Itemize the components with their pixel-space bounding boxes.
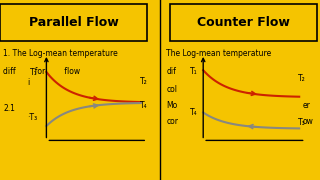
Text: cor: cor bbox=[166, 117, 179, 126]
Text: er: er bbox=[302, 101, 310, 110]
Text: The Log-mean temperature: The Log-mean temperature bbox=[166, 49, 272, 58]
Text: ow: ow bbox=[302, 117, 313, 126]
Text: col: col bbox=[166, 85, 177, 94]
Text: i: i bbox=[27, 78, 29, 87]
Text: diff        for        flow: diff for flow bbox=[3, 67, 80, 76]
Text: T₄: T₄ bbox=[140, 101, 148, 110]
Text: Mo: Mo bbox=[166, 101, 178, 110]
Text: T₂: T₂ bbox=[140, 77, 148, 86]
Text: T₂: T₂ bbox=[298, 74, 305, 83]
Text: T₁: T₁ bbox=[30, 68, 38, 77]
Text: T₄: T₄ bbox=[190, 108, 198, 117]
Text: 1. The Log-mean temperature: 1. The Log-mean temperature bbox=[3, 49, 118, 58]
FancyBboxPatch shape bbox=[170, 4, 317, 41]
Text: 2.1: 2.1 bbox=[3, 104, 15, 113]
Text: T₃: T₃ bbox=[298, 118, 305, 127]
Text: ·T₃: ·T₃ bbox=[27, 113, 37, 122]
Text: Parallel Flow: Parallel Flow bbox=[29, 16, 118, 29]
Text: T₁: T₁ bbox=[190, 67, 198, 76]
Text: Counter Flow: Counter Flow bbox=[197, 16, 290, 29]
FancyBboxPatch shape bbox=[0, 4, 147, 41]
Text: dif: dif bbox=[166, 67, 176, 76]
